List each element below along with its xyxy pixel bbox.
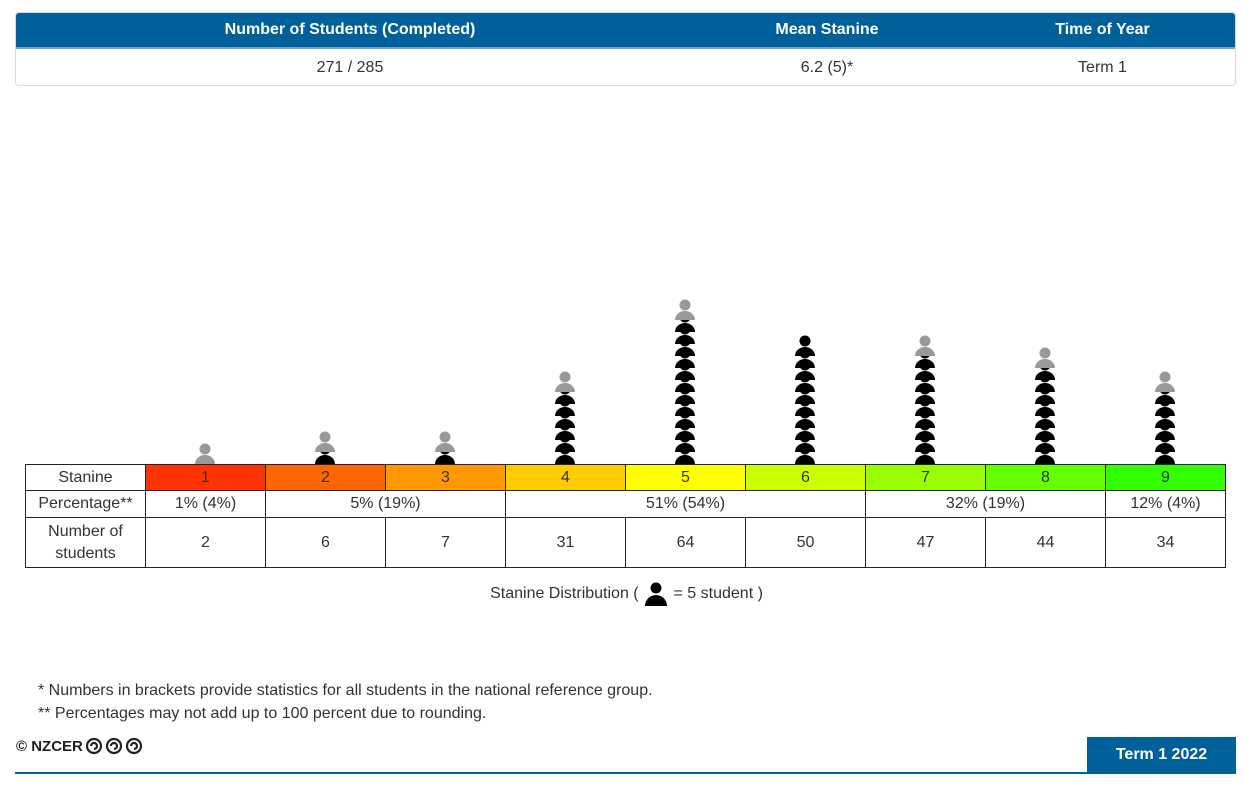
footer-divider [15,772,1236,774]
header-time-of-year: Time of Year [1055,21,1150,38]
percentage-row-label: Percentage** [25,490,146,518]
icon-column-stanine-3 [435,431,455,464]
partial-person-icon [675,299,695,320]
spiral-logo-icon [85,737,142,755]
number-cell-5: 64 [625,517,746,568]
footnote-1: * Numbers in brackets provide statistics… [38,682,653,699]
summary-table: Number of Students (Completed) Mean Stan… [15,12,1236,86]
summary-value-row: 271 / 285 6.2 (5)* Term 1 [16,49,1235,85]
stanine-cell-1: 1 [145,464,266,491]
number-cell-3: 7 [385,517,506,568]
percentage-cell-3: 32% (19%) [865,490,1106,518]
nzcer-logo: © NZCER [16,737,145,755]
partial-person-icon [1155,371,1175,392]
footnotes: * Numbers in brackets provide statistics… [38,679,653,725]
percentage-cell-1: 5% (19%) [265,490,506,518]
number-row-label: Number of students [25,517,146,568]
stanine-cell-7: 7 [865,464,986,491]
number-cell-9: 34 [1105,517,1226,568]
stanine-cell-4: 4 [505,464,626,491]
icon-column-stanine-1 [195,443,215,464]
icon-column-stanine-5 [675,299,695,464]
partial-person-icon [1035,347,1055,368]
number-cell-4: 31 [505,517,626,568]
number-cell-8: 44 [985,517,1106,568]
stanine-pictograph [195,299,1175,464]
stanine-cell-6: 6 [745,464,866,491]
percentage-cell-0: 1% (4%) [145,490,266,518]
person-icon [645,582,668,606]
stanine-cell-5: 5 [625,464,746,491]
number-cell-2: 6 [265,517,386,568]
stanine-cell-2: 2 [265,464,386,491]
icon-column-stanine-2 [315,431,335,464]
chart-legend: Stanine Distribution ( = 5 student ) [0,580,1253,608]
partial-person-icon [315,431,335,452]
percentage-row: Percentage** 1% (4%) 5% (19%) 51% (54%) 32%… [25,490,1226,518]
term-badge: Term 1 2022 [1087,737,1236,772]
partial-person-icon [195,443,215,464]
partial-person-icon [435,431,455,452]
stanine-cell-9: 9 [1105,464,1226,491]
legend-prefix: Stanine Distribution ( [490,585,639,602]
header-mean-stanine: Mean Stanine [775,21,879,38]
percentage-cell-2: 51% (54%) [505,490,866,518]
value-mean-stanine: 6.2 (5)* [800,59,854,76]
stanine-cell-8: 8 [985,464,1106,491]
legend-suffix: = 5 student ) [673,585,763,602]
number-cell-1: 2 [145,517,266,568]
value-number-of-students: 271 / 285 [316,59,384,76]
icon-column-stanine-7 [915,335,935,464]
number-row: Number of students 2 6 7 31 64 50 47 44 34 [25,517,1226,568]
value-time-of-year: Term 1 [1078,59,1127,76]
partial-person-icon [555,371,575,392]
brand-text: © NZCER [16,737,83,755]
header-number-of-students: Number of Students (Completed) [224,21,476,38]
summary-header-row: Number of Students (Completed) Mean Stan… [16,13,1235,49]
icon-column-stanine-9 [1155,371,1175,464]
partial-person-icon [915,335,935,356]
icon-column-stanine-4 [555,371,575,464]
icon-column-stanine-6 [795,335,815,464]
percentage-cell-4: 12% (4%) [1105,490,1226,518]
stanine-row-label: Stanine [25,464,146,491]
number-cell-6: 50 [745,517,866,568]
icon-column-stanine-8 [1035,347,1055,464]
person-icon [795,335,815,356]
footnote-2: ** Percentages may not add up to 100 per… [38,705,487,722]
stanine-cell-3: 3 [385,464,506,491]
number-cell-7: 47 [865,517,986,568]
